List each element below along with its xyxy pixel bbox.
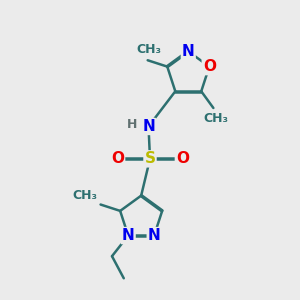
Text: CH₃: CH₃ bbox=[73, 189, 98, 202]
Text: CH₃: CH₃ bbox=[204, 112, 229, 125]
Text: O: O bbox=[111, 151, 124, 166]
Text: N: N bbox=[182, 44, 195, 59]
Text: O: O bbox=[203, 59, 216, 74]
Text: N: N bbox=[142, 119, 155, 134]
Text: CH₃: CH₃ bbox=[136, 43, 162, 56]
Text: H: H bbox=[127, 118, 137, 131]
Text: O: O bbox=[176, 151, 189, 166]
Text: N: N bbox=[148, 228, 161, 243]
Text: N: N bbox=[122, 228, 135, 243]
Text: S: S bbox=[145, 151, 155, 166]
